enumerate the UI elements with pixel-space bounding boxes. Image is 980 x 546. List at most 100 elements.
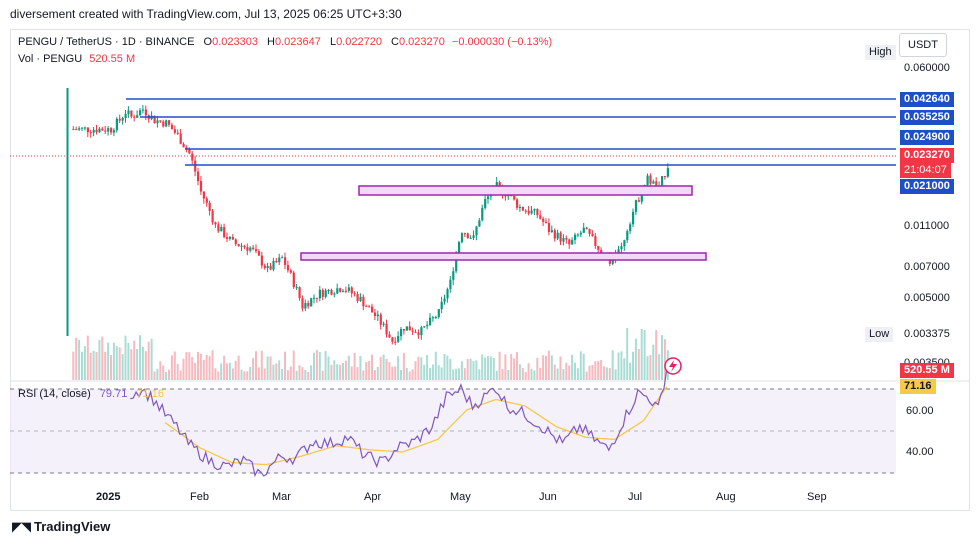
volume-bar bbox=[440, 367, 443, 380]
candle-body bbox=[527, 210, 530, 214]
candle-body bbox=[110, 128, 113, 133]
volume-bar bbox=[611, 350, 614, 380]
volume-bar bbox=[333, 360, 336, 380]
support-zone bbox=[300, 252, 707, 261]
candle-body bbox=[446, 289, 449, 299]
volume-bar bbox=[640, 329, 643, 380]
volume-bar bbox=[646, 356, 649, 380]
volume-bar bbox=[226, 363, 228, 380]
volume-bar bbox=[321, 370, 324, 380]
volume-bar bbox=[492, 357, 495, 380]
candle-body bbox=[452, 271, 455, 280]
candle-body bbox=[362, 296, 365, 307]
volume-bar bbox=[498, 351, 501, 380]
lightning-icon bbox=[669, 360, 677, 372]
volume-bar bbox=[382, 354, 385, 380]
candle-body bbox=[440, 301, 443, 310]
volume-bar bbox=[342, 362, 344, 380]
candle-body bbox=[231, 236, 234, 240]
candle-body bbox=[136, 115, 139, 118]
volume-bar bbox=[86, 335, 89, 380]
chart-frame[interactable] bbox=[10, 29, 970, 511]
volume-bar bbox=[394, 366, 397, 380]
candle-body bbox=[191, 153, 194, 161]
tradingview-wordmark: TradingView bbox=[34, 519, 111, 534]
volume-bar bbox=[214, 368, 217, 380]
volume-bar bbox=[304, 369, 307, 380]
candle-body bbox=[513, 195, 516, 200]
volume-bar bbox=[231, 368, 234, 380]
volume-bar bbox=[176, 364, 179, 380]
volume-bar bbox=[443, 354, 446, 380]
candle-body bbox=[487, 196, 490, 200]
candle-body bbox=[266, 266, 269, 269]
volume-bar bbox=[620, 351, 623, 380]
volume-bar bbox=[168, 369, 170, 380]
candle-body bbox=[211, 210, 214, 223]
low-marker-value: 0.003375 bbox=[904, 328, 950, 340]
volume-bar bbox=[368, 361, 371, 380]
candle-body bbox=[582, 227, 585, 233]
volume-bar bbox=[281, 368, 284, 380]
rsi-line bbox=[130, 368, 668, 478]
volume-bar bbox=[431, 364, 434, 380]
currency-selector[interactable]: USDT bbox=[899, 33, 947, 57]
candle-body bbox=[623, 240, 626, 247]
volume-bar bbox=[75, 337, 78, 380]
volume-bar bbox=[556, 368, 559, 380]
tradingview-logo[interactable]: ◤◥ TradingView bbox=[12, 519, 110, 535]
candle-body bbox=[385, 323, 388, 335]
symbol-name[interactable]: PENGU / TetherUS · 1D · BINANCE bbox=[18, 36, 195, 48]
volume-bar bbox=[104, 351, 107, 380]
candle-body bbox=[429, 317, 432, 325]
volume-bar bbox=[524, 371, 527, 380]
candle-body bbox=[263, 265, 266, 269]
volume-bar bbox=[197, 351, 199, 380]
candle-body bbox=[542, 218, 545, 222]
candle-body bbox=[376, 314, 379, 317]
volume-bar bbox=[298, 365, 301, 380]
rsi-label[interactable]: RSI (14, close) bbox=[18, 388, 91, 400]
time-label-2025: 2025 bbox=[96, 491, 120, 503]
volume-bar bbox=[194, 362, 197, 380]
volume-bar bbox=[292, 350, 295, 380]
volume-bar bbox=[246, 371, 249, 380]
volume-bar bbox=[655, 330, 658, 380]
volume-bar bbox=[536, 357, 539, 380]
volume-bar bbox=[478, 369, 481, 380]
candle-body bbox=[611, 258, 614, 264]
candle-body bbox=[255, 249, 258, 252]
candle-body bbox=[275, 260, 278, 263]
volume-bar bbox=[223, 355, 226, 380]
candle-body bbox=[217, 224, 220, 232]
candle-body bbox=[518, 207, 522, 209]
candle-body bbox=[365, 306, 368, 308]
candle-body bbox=[162, 121, 165, 127]
volume-label[interactable]: Vol · PENGU bbox=[18, 53, 83, 65]
candle-body bbox=[600, 250, 603, 254]
change-value: −0.000030 (−0.13%) bbox=[451, 36, 553, 48]
candle-body bbox=[632, 211, 635, 225]
candle-body bbox=[536, 208, 539, 216]
volume-bar bbox=[284, 351, 286, 380]
candle-body bbox=[547, 223, 551, 232]
volume-bar bbox=[405, 367, 408, 380]
candle-body bbox=[460, 233, 464, 243]
volume-bar bbox=[269, 356, 272, 380]
volume-bar bbox=[652, 344, 655, 380]
candle-body bbox=[83, 127, 87, 129]
candle-body bbox=[141, 109, 145, 111]
time-label-aug: Aug bbox=[716, 491, 736, 503]
candle-body bbox=[139, 110, 142, 116]
candle-body bbox=[159, 120, 162, 122]
candle-body bbox=[269, 266, 272, 270]
hline-tag-042640: 0.042640 bbox=[900, 92, 954, 107]
candle-body bbox=[431, 317, 435, 319]
time-label-may: May bbox=[450, 491, 471, 503]
candle-body bbox=[417, 332, 420, 336]
volume-bar bbox=[133, 340, 136, 380]
open-label: O bbox=[203, 36, 213, 48]
volume-bar bbox=[391, 366, 394, 380]
volume-bar bbox=[139, 335, 141, 380]
